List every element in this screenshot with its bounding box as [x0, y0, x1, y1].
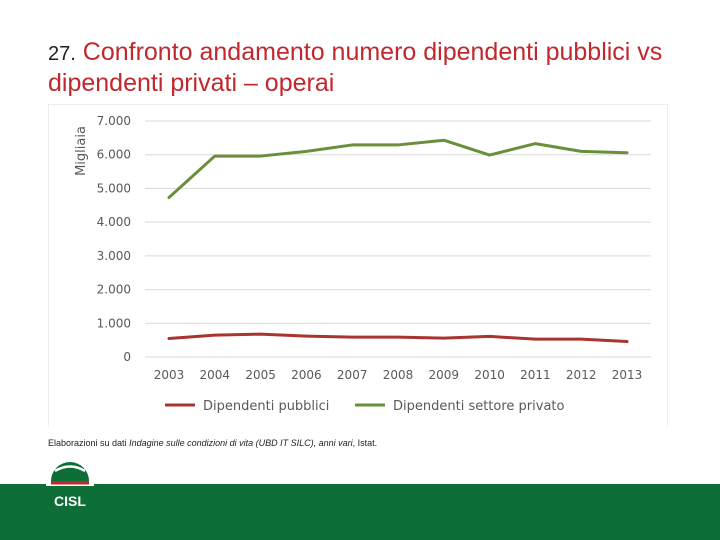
logo-red-band — [51, 481, 89, 485]
x-tick-label: 2004 — [200, 368, 231, 382]
y-tick-label: 7.000 — [97, 114, 131, 128]
x-tick-label: 2007 — [337, 368, 368, 382]
logo-bottom — [46, 486, 94, 513]
chart-svg: 0 1.000 2.000 3.000 4.000 5.000 6.000 7.000 Migl… — [74, 114, 651, 414]
series-line-dipendenti-pubblici — [167, 332, 629, 343]
x-tick-label: 2005 — [245, 368, 276, 382]
source-prefix: Elaborazioni su dati — [48, 438, 130, 448]
y-tick-label: 5.000 — [97, 181, 131, 195]
x-tick-label: 2008 — [383, 368, 414, 382]
x-tick-label: 2012 — [566, 368, 597, 382]
footer-bar — [0, 484, 720, 540]
x-tick-label: 2003 — [154, 368, 185, 382]
cisl-logo: CISL — [46, 451, 94, 513]
y-tick-label: 4.000 — [97, 215, 131, 229]
source-suffix: , Istat. — [352, 438, 378, 448]
line-chart: 0 1.000 2.000 3.000 4.000 5.000 6.000 7.000 Migl… — [48, 104, 668, 427]
x-tick-label: 2010 — [474, 368, 505, 382]
slide-number: 27. — [48, 43, 76, 65]
x-tick-label: 2013 — [612, 368, 643, 382]
legend-label: Dipendenti pubblici — [203, 399, 329, 414]
series-line-dipendenti-privati — [167, 138, 629, 200]
y-tick-label: 3.000 — [97, 249, 131, 263]
source-italic: Indagine sulle condizioni di vita (UBD I… — [129, 438, 353, 448]
y-tick-label: 0 — [123, 350, 131, 364]
logo-text: CISL — [54, 493, 86, 509]
y-axis-title: Migliaia — [74, 126, 89, 176]
y-tick-label: 1.000 — [97, 316, 131, 330]
logo-dome-icon — [51, 462, 89, 481]
slide-title-text: Confronto andamento numero dipendenti pu… — [48, 38, 663, 97]
y-tick-label: 6.000 — [97, 148, 131, 162]
x-tick-label: 2011 — [520, 368, 551, 382]
y-tick-label: 2.000 — [97, 283, 131, 297]
x-tick-label: 2006 — [291, 368, 322, 382]
legend-label: Dipendenti settore privato — [393, 399, 565, 414]
slide-title: 27. Confronto andamento numero dipendent… — [48, 38, 688, 98]
x-tick-label: 2009 — [429, 368, 460, 382]
logo-arc-icon — [54, 465, 86, 473]
source-note: Elaborazioni su dati Indagine sulle cond… — [48, 438, 377, 448]
